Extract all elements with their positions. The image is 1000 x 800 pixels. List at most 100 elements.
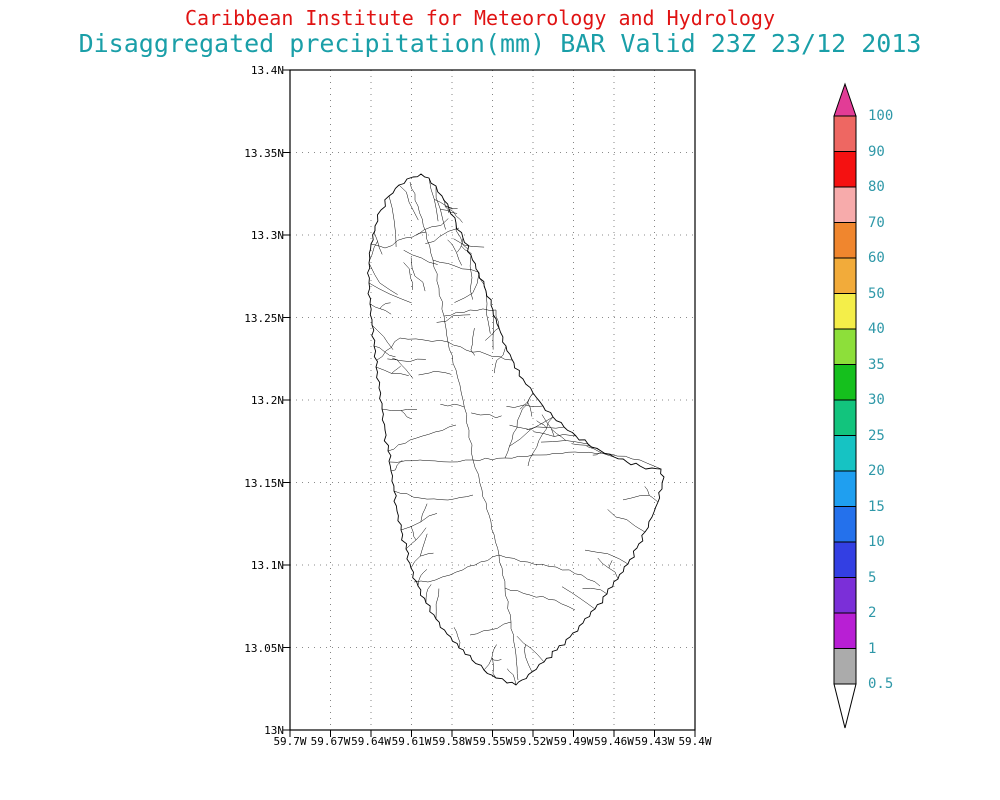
colorbar-tick-label: 15 xyxy=(868,498,885,515)
colorbar-tick-label: 50 xyxy=(868,285,885,302)
y-axis-tick-label: 13.35N xyxy=(244,146,284,160)
colorbar-segment xyxy=(833,257,857,294)
colorbar-tick-label: 20 xyxy=(868,463,885,479)
watershed-boundary xyxy=(469,621,512,636)
stream-branch xyxy=(622,495,650,501)
stream-line xyxy=(526,426,565,431)
colorbar-segment xyxy=(833,293,857,330)
colorbar-segment xyxy=(833,648,857,685)
colorbar-tick-label: 10 xyxy=(868,534,885,550)
stream-branch xyxy=(420,503,428,522)
y-axis-tick-label: 13.3N xyxy=(250,229,284,242)
stream-line xyxy=(469,254,473,300)
colorbar-segment xyxy=(833,222,857,259)
colorbar-segment xyxy=(833,364,857,401)
colorbar-tick-label: 35 xyxy=(868,356,885,373)
gully-line xyxy=(440,403,465,408)
colorbar-arrow-bottom xyxy=(833,683,857,729)
x-axis-tick-label: 59.55W xyxy=(472,735,513,748)
colorbar-tick-label: 90 xyxy=(868,143,885,160)
colorbar-segment xyxy=(833,612,857,649)
stream-line xyxy=(369,303,392,315)
stream-line xyxy=(405,527,427,550)
watershed-boundary xyxy=(387,424,457,452)
stream-line xyxy=(540,440,589,445)
stream-line xyxy=(507,668,517,686)
colorbar-tick-label: 40 xyxy=(868,321,885,337)
stream-line xyxy=(428,177,439,222)
stream-line xyxy=(435,185,446,230)
stream-line xyxy=(425,584,432,604)
stream-line xyxy=(561,586,596,610)
gully-line xyxy=(425,227,460,244)
stream-branch xyxy=(369,241,378,262)
stream-line xyxy=(586,446,615,458)
plot-frame xyxy=(289,69,696,731)
stream-line xyxy=(519,392,534,410)
colorbar-tick-label: 5 xyxy=(868,569,877,586)
colorbar-tick-label: 0.5 xyxy=(868,676,894,692)
colorbar-segment xyxy=(833,506,857,543)
page-subtitle: Disaggregated precipitation(mm) BAR Vali… xyxy=(78,29,922,58)
stream-branch xyxy=(410,526,417,541)
y-axis-tick-label: 13.1N xyxy=(250,559,284,572)
x-axis-tick-label: 59.4W xyxy=(678,735,712,748)
colorbar-tick-label: 30 xyxy=(868,392,885,408)
stream-branch xyxy=(491,658,502,661)
gully-line xyxy=(447,239,462,266)
watershed-boundary xyxy=(376,337,449,361)
stream-line xyxy=(453,627,461,649)
stream-line xyxy=(485,290,491,334)
x-axis-tick-label: 59.43W xyxy=(634,735,675,748)
stream-line xyxy=(506,404,544,408)
stream-branch xyxy=(527,401,533,417)
watershed-boundary xyxy=(504,587,576,611)
stream-branch xyxy=(419,533,428,557)
colorbar xyxy=(833,82,857,729)
colorbar-segment xyxy=(833,435,857,472)
gully-line xyxy=(470,328,476,356)
stream-line xyxy=(400,513,438,531)
colorbar-tick-label: 1 xyxy=(868,640,877,657)
stream-line xyxy=(390,460,403,472)
x-axis-tick-label: 59.64W xyxy=(351,735,391,748)
colorbar-tick-label: 100 xyxy=(868,108,894,124)
gully-line xyxy=(387,358,414,379)
watershed-boundary xyxy=(413,554,500,583)
stream-line xyxy=(375,366,409,376)
stream-line xyxy=(410,552,434,569)
stream-line xyxy=(533,431,577,437)
colorbar-segment xyxy=(833,151,857,188)
colorbar-segment xyxy=(833,399,857,436)
y-axis-tick-label: 13.4N xyxy=(250,64,284,77)
stream-line xyxy=(571,443,602,452)
colorbar-tick-label: 70 xyxy=(868,214,885,231)
colorbar-segment xyxy=(833,470,857,507)
gully-line xyxy=(471,412,502,419)
stream-line xyxy=(374,225,383,255)
stream-branch xyxy=(536,420,547,428)
colorbar-tick-label: 80 xyxy=(868,179,885,195)
y-axis-tick-label: 13N xyxy=(264,724,284,737)
x-axis-tick-label: 59.61W xyxy=(391,735,432,748)
page-title: Caribbean Institute for Meteorology and … xyxy=(184,6,775,30)
gully-line xyxy=(453,238,485,248)
stream-line xyxy=(485,327,500,341)
stream-branch xyxy=(551,428,566,441)
stream-line xyxy=(516,636,545,663)
stream-branch xyxy=(391,365,401,374)
watershed-boundary xyxy=(504,392,534,459)
stream-line xyxy=(368,282,412,304)
watershed-boundary xyxy=(447,341,474,461)
colorbar-segment xyxy=(833,328,857,365)
stream-branch xyxy=(608,560,613,569)
stream-line xyxy=(582,587,608,595)
stream-line xyxy=(584,549,629,565)
stream-line xyxy=(457,237,464,253)
watershed-boundary xyxy=(432,259,487,292)
colorbar-segment xyxy=(833,541,857,578)
stream-branch xyxy=(445,206,458,210)
gully-line xyxy=(403,262,414,290)
stream-line xyxy=(607,509,646,533)
